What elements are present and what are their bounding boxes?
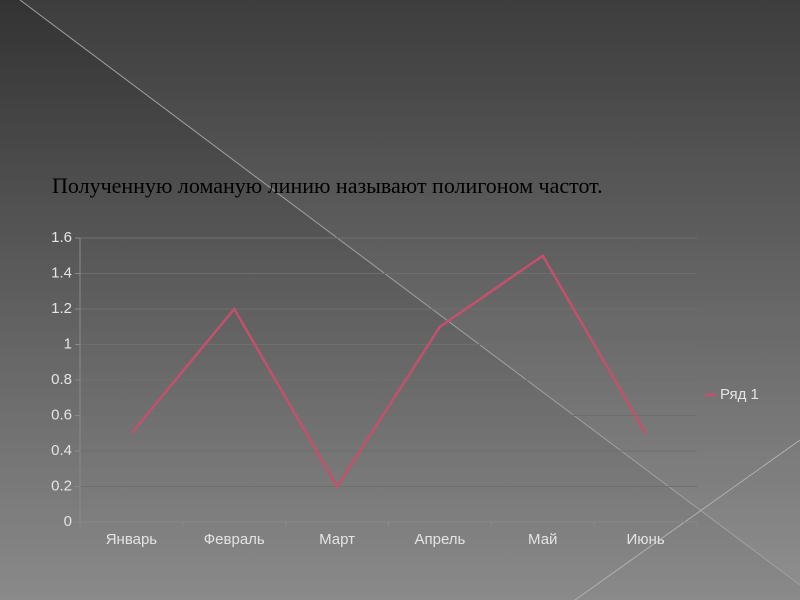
decor-line (19, 0, 800, 586)
x-tick-label: Апрель (414, 531, 465, 548)
chart: 0 0.2 0.4 0.6 0.8 1 1.2 1.4 1.6 Январь Февраль Март… (51, 229, 759, 548)
x-tick-label: Май (528, 531, 557, 548)
x-tick-label: Июнь (627, 531, 665, 548)
series-line (130, 253, 647, 489)
y-tick-label: 0.6 (51, 406, 72, 423)
y-tick-label: 0.4 (51, 442, 72, 459)
x-tick-label: Февраль (204, 531, 265, 548)
y-tick-label: 1 (64, 335, 72, 352)
heading: Полученную ломаную линию называют полиго… (52, 173, 603, 198)
y-tick-label: 1.4 (51, 264, 72, 281)
decor-line (574, 439, 800, 600)
x-tick-label: Март (319, 531, 355, 548)
legend-label: Ряд 1 (720, 386, 759, 403)
x-tick-label: Январь (106, 531, 158, 548)
y-tick-label: 1.2 (51, 300, 72, 317)
y-tick-label: 0.8 (51, 371, 72, 388)
y-tick-label: 1.6 (51, 229, 72, 246)
y-tick-label: 0 (64, 513, 72, 530)
y-tick-label: 0.2 (51, 477, 72, 494)
